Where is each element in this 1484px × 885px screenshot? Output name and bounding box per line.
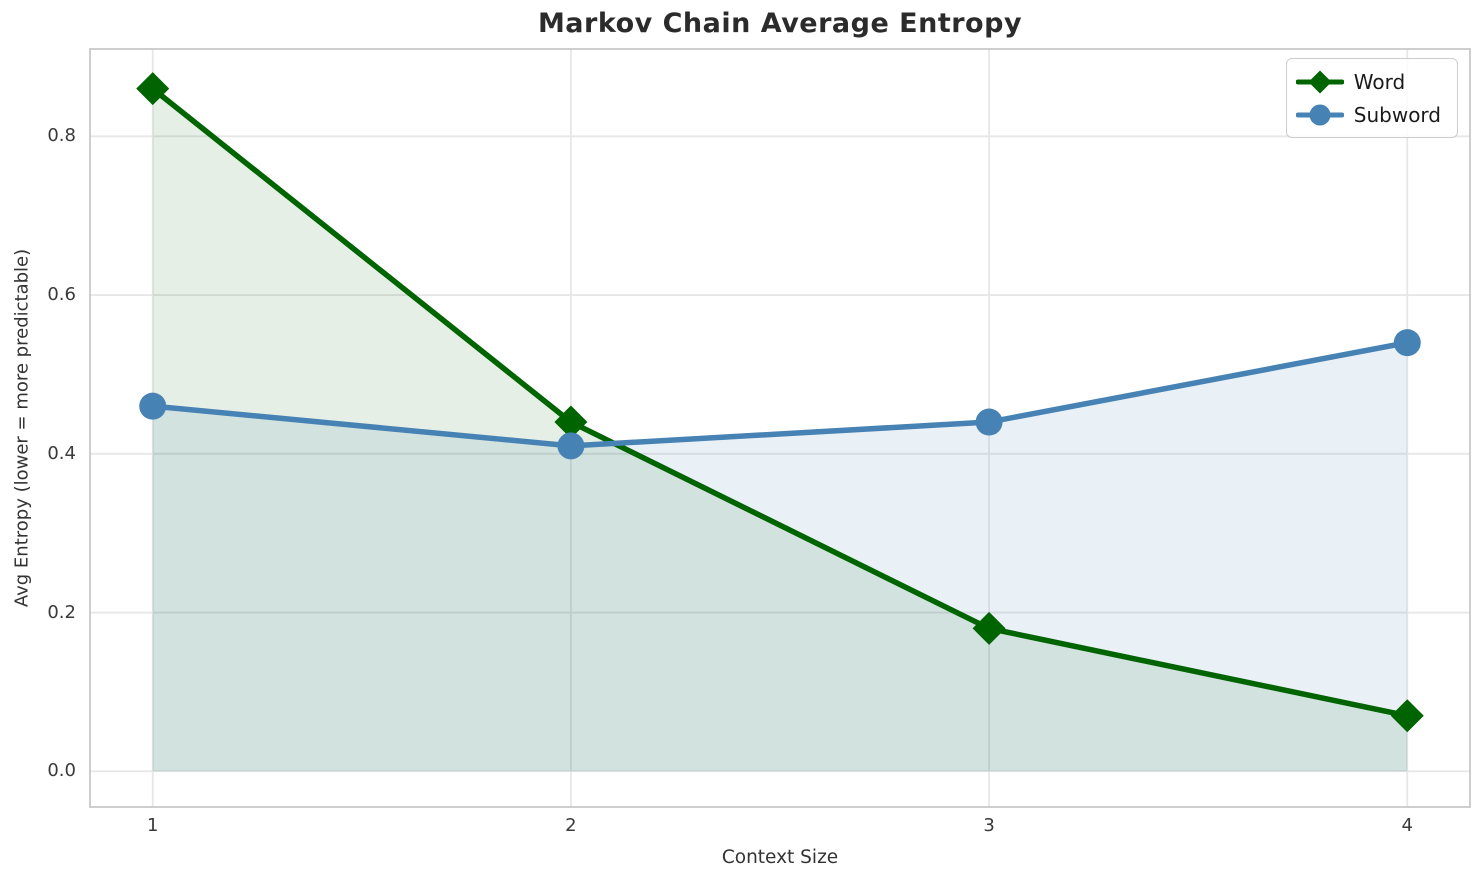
subword-data-point xyxy=(1393,329,1421,357)
x-tick-label: 3 xyxy=(983,815,995,836)
legend-label-subword: Subword xyxy=(1353,102,1441,127)
subword-data-point xyxy=(139,392,167,420)
legend-item-word: Word xyxy=(1295,66,1441,97)
word-area-fill xyxy=(152,88,1408,772)
word-data-point xyxy=(972,611,1006,645)
y-tick-label: 0.6 xyxy=(47,284,76,306)
legend-label-word: Word xyxy=(1353,69,1406,94)
x-axis-label: Context Size xyxy=(721,847,839,868)
legend-item-subword: Subword xyxy=(1295,99,1441,130)
legend: Word Subword xyxy=(1285,58,1458,138)
chart-title: Markov Chain Average Entropy xyxy=(537,8,1023,39)
plot-border xyxy=(89,48,1471,808)
y-tick-label: 0.8 xyxy=(47,125,76,147)
subword-data-point xyxy=(975,408,1003,436)
subword-area-fill xyxy=(152,342,1408,772)
x-tick-label: 1 xyxy=(146,815,159,836)
y-tick-label: 0.2 xyxy=(47,601,76,623)
word-data-point xyxy=(554,405,588,439)
word-diamond-marker-icon xyxy=(1295,70,1344,93)
x-tick-label: 2 xyxy=(565,815,577,836)
subword-line xyxy=(149,339,1411,449)
word-data-point xyxy=(136,72,170,106)
subword-data-point xyxy=(557,432,585,460)
x-tick-label: 4 xyxy=(1401,815,1413,836)
subword-circle-marker-icon xyxy=(1295,104,1344,125)
word-line xyxy=(149,85,1411,719)
word-data-point xyxy=(1390,699,1424,733)
y-tick-label: 0.0 xyxy=(47,760,76,782)
y-tick-label: 0.4 xyxy=(47,442,76,464)
